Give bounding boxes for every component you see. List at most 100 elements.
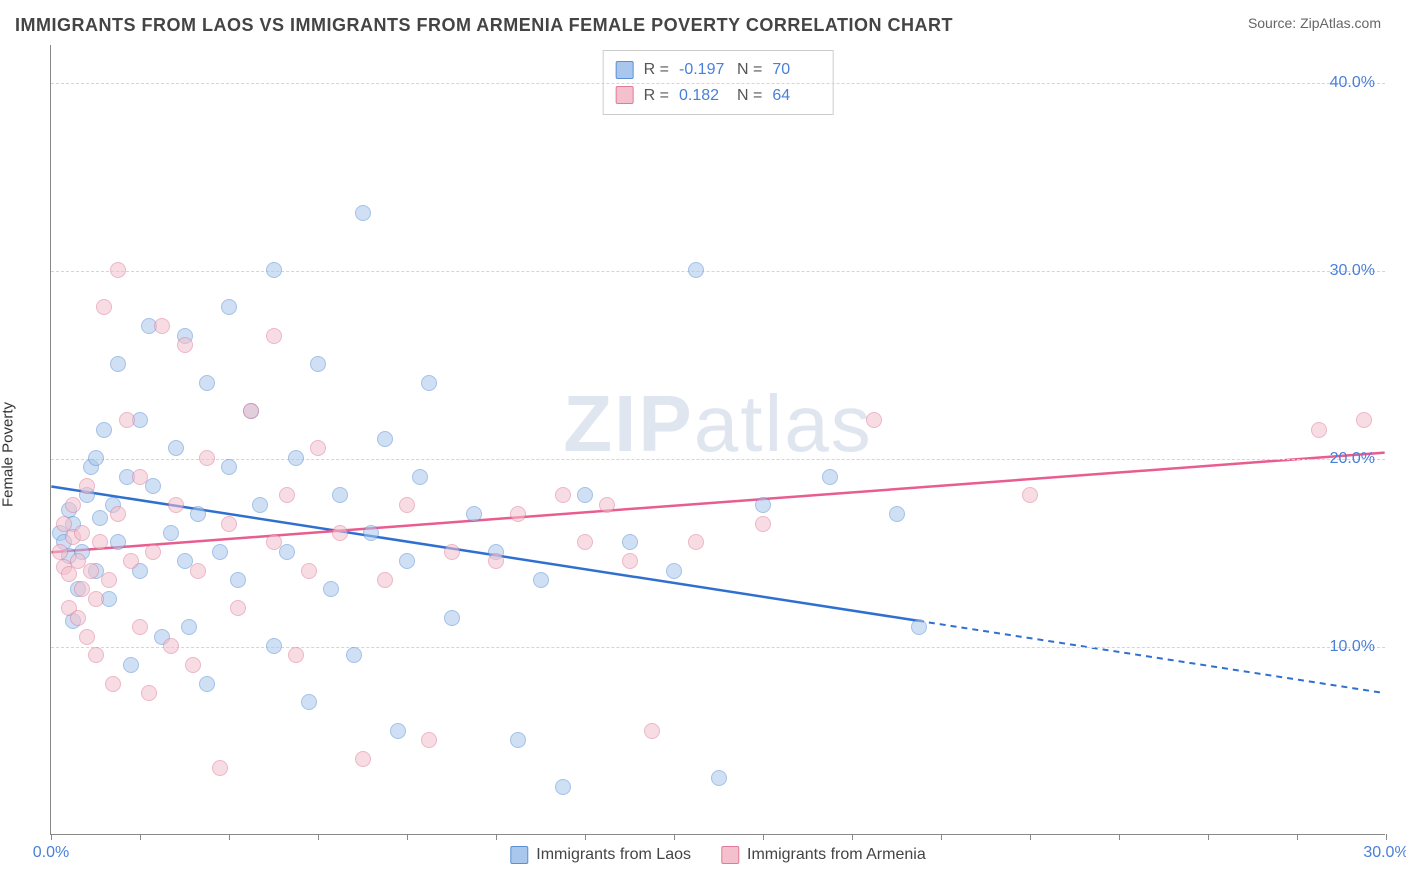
- scatter-point: [363, 525, 379, 541]
- stats-row: R =-0.197N =70: [616, 57, 821, 83]
- scatter-point: [310, 356, 326, 372]
- scatter-point: [866, 412, 882, 428]
- x-tick: [1030, 834, 1031, 840]
- scatter-point: [555, 779, 571, 795]
- y-tick-label: 20.0%: [1330, 450, 1375, 468]
- y-tick-label: 30.0%: [1330, 262, 1375, 280]
- scatter-point: [52, 544, 68, 560]
- y-tick-label: 10.0%: [1330, 638, 1375, 656]
- scatter-point: [163, 525, 179, 541]
- scatter-point: [88, 647, 104, 663]
- x-tick: [941, 834, 942, 840]
- scatter-point: [266, 534, 282, 550]
- x-tick-label: 30.0%: [1363, 844, 1406, 862]
- scatter-point: [74, 525, 90, 541]
- gridline: [51, 83, 1385, 84]
- scatter-point: [123, 553, 139, 569]
- scatter-point: [96, 422, 112, 438]
- scatter-point: [199, 676, 215, 692]
- scatter-point: [911, 619, 927, 635]
- scatter-point: [412, 469, 428, 485]
- scatter-point: [221, 299, 237, 315]
- scatter-point: [266, 328, 282, 344]
- scatter-point: [79, 478, 95, 494]
- legend-item: Immigrants from Laos: [510, 846, 691, 864]
- scatter-point: [123, 657, 139, 673]
- scatter-point: [390, 723, 406, 739]
- scatter-point: [533, 572, 549, 588]
- legend-swatch: [510, 846, 528, 864]
- trend-lines-layer: [51, 45, 1385, 834]
- scatter-point: [266, 638, 282, 654]
- r-value: 0.182: [679, 83, 727, 109]
- scatter-point: [444, 610, 460, 626]
- scatter-point: [199, 375, 215, 391]
- watermark: ZIPatlas: [563, 378, 872, 470]
- scatter-point: [190, 506, 206, 522]
- scatter-point: [132, 469, 148, 485]
- n-value: 64: [772, 83, 820, 109]
- scatter-point: [421, 732, 437, 748]
- scatter-point: [101, 572, 117, 588]
- r-value: -0.197: [679, 57, 727, 83]
- x-tick: [852, 834, 853, 840]
- scatter-point: [555, 487, 571, 503]
- scatter-point: [141, 685, 157, 701]
- x-tick: [51, 834, 52, 840]
- x-tick: [674, 834, 675, 840]
- x-tick: [1386, 834, 1387, 840]
- scatter-point: [510, 506, 526, 522]
- y-tick-label: 40.0%: [1330, 74, 1375, 92]
- scatter-point: [221, 459, 237, 475]
- scatter-point: [346, 647, 362, 663]
- stats-row: R =0.182N =64: [616, 83, 821, 109]
- scatter-point: [822, 469, 838, 485]
- scatter-point: [92, 534, 108, 550]
- scatter-point: [421, 375, 437, 391]
- x-tick: [763, 834, 764, 840]
- x-tick: [229, 834, 230, 840]
- scatter-point: [399, 497, 415, 513]
- scatter-point: [688, 262, 704, 278]
- r-label: R =: [644, 57, 669, 83]
- scatter-point: [688, 534, 704, 550]
- scatter-point: [266, 262, 282, 278]
- scatter-point: [230, 600, 246, 616]
- scatter-point: [185, 657, 201, 673]
- scatter-point: [92, 510, 108, 526]
- scatter-point: [110, 534, 126, 550]
- scatter-point: [711, 770, 727, 786]
- scatter-point: [310, 440, 326, 456]
- x-tick: [1119, 834, 1120, 840]
- legend-label: Immigrants from Armenia: [747, 846, 926, 864]
- x-tick: [318, 834, 319, 840]
- scatter-point: [110, 506, 126, 522]
- scatter-point: [119, 412, 135, 428]
- scatter-point: [70, 610, 86, 626]
- scatter-point: [755, 497, 771, 513]
- scatter-point: [230, 572, 246, 588]
- n-value: 70: [772, 57, 820, 83]
- scatter-point: [145, 478, 161, 494]
- scatter-point: [444, 544, 460, 560]
- source-value: ZipAtlas.com: [1300, 15, 1381, 31]
- scatter-point: [332, 525, 348, 541]
- scatter-point: [96, 299, 112, 315]
- scatter-point: [212, 544, 228, 560]
- scatter-point: [252, 497, 268, 513]
- watermark-part2: atlas: [694, 379, 873, 468]
- scatter-point: [168, 440, 184, 456]
- scatter-point: [488, 553, 504, 569]
- scatter-point: [755, 516, 771, 532]
- scatter-point: [243, 403, 259, 419]
- scatter-point: [622, 534, 638, 550]
- series-legend: Immigrants from Laos Immigrants from Arme…: [510, 846, 925, 864]
- series-swatch: [616, 86, 634, 104]
- scatter-point: [110, 262, 126, 278]
- scatter-point: [1022, 487, 1038, 503]
- scatter-point: [644, 723, 660, 739]
- scatter-point: [466, 506, 482, 522]
- scatter-point: [132, 619, 148, 635]
- scatter-point: [355, 751, 371, 767]
- x-tick: [407, 834, 408, 840]
